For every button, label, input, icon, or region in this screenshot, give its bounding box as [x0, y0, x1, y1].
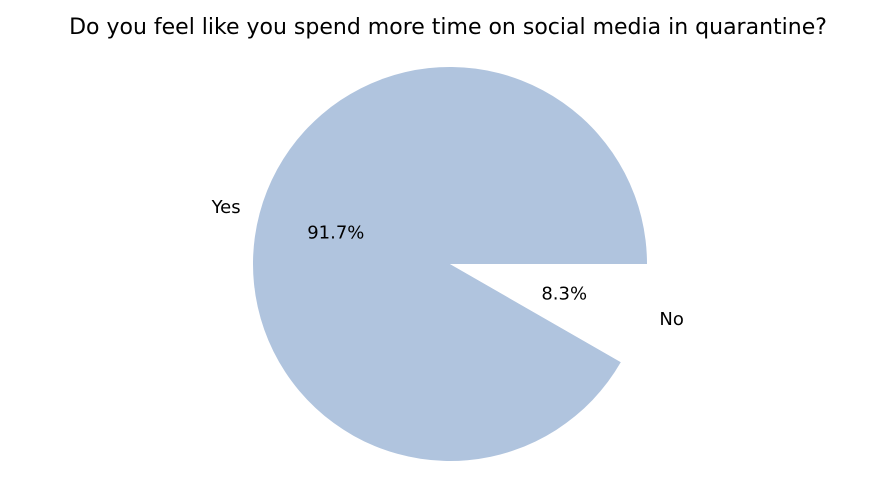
slice-label-no: No [659, 309, 683, 330]
pie-slices [253, 66, 648, 461]
slice-percent-yes: 91.7% [307, 223, 364, 244]
pie-labels: Yes 91.7% No 8.3% [211, 197, 684, 330]
slice-label-yes: Yes [211, 197, 241, 218]
pie-slice-no [450, 264, 647, 363]
chart-title: Do you feel like you spend more time on … [69, 15, 827, 40]
slice-percent-no: 8.3% [541, 283, 587, 304]
